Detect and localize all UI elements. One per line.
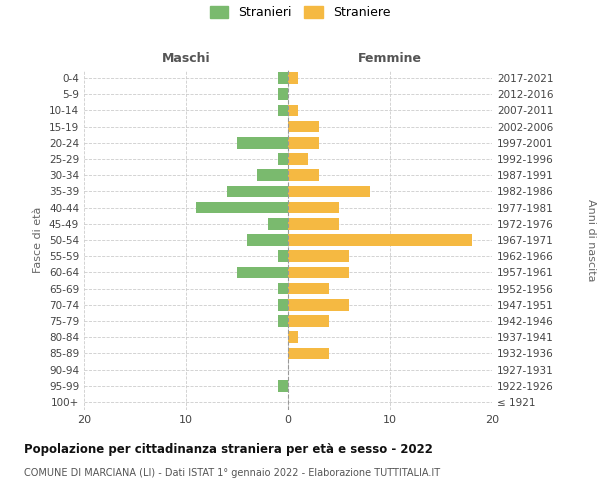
Bar xyxy=(278,282,288,294)
Text: COMUNE DI MARCIANA (LI) - Dati ISTAT 1° gennaio 2022 - Elaborazione TUTTITALIA.I: COMUNE DI MARCIANA (LI) - Dati ISTAT 1° … xyxy=(24,468,440,477)
Bar xyxy=(288,315,329,327)
Bar xyxy=(288,202,339,213)
Bar xyxy=(288,121,319,132)
Bar xyxy=(288,332,298,343)
Bar xyxy=(268,218,288,230)
Bar xyxy=(278,153,288,165)
Bar xyxy=(288,218,339,230)
Y-axis label: Fasce di età: Fasce di età xyxy=(34,207,43,273)
Text: Popolazione per cittadinanza straniera per età e sesso - 2022: Popolazione per cittadinanza straniera p… xyxy=(24,442,433,456)
Text: Femmine: Femmine xyxy=(358,52,422,65)
Bar xyxy=(288,170,319,181)
Bar xyxy=(278,380,288,392)
Bar xyxy=(227,186,288,198)
Bar xyxy=(288,282,329,294)
Bar xyxy=(288,137,319,148)
Bar xyxy=(257,170,288,181)
Bar xyxy=(288,348,329,359)
Bar xyxy=(278,299,288,310)
Bar xyxy=(278,104,288,117)
Bar xyxy=(288,299,349,310)
Bar xyxy=(278,250,288,262)
Bar xyxy=(288,72,298,84)
Bar xyxy=(288,250,349,262)
Bar xyxy=(237,266,288,278)
Bar xyxy=(278,315,288,327)
Bar xyxy=(288,186,370,198)
Bar xyxy=(196,202,288,213)
Text: Maschi: Maschi xyxy=(161,52,211,65)
Bar xyxy=(288,104,298,117)
Bar xyxy=(278,88,288,100)
Bar xyxy=(288,266,349,278)
Bar xyxy=(288,153,308,165)
Legend: Stranieri, Straniere: Stranieri, Straniere xyxy=(209,6,391,19)
Bar xyxy=(288,234,472,246)
Bar xyxy=(237,137,288,148)
Text: Anni di nascita: Anni di nascita xyxy=(586,198,596,281)
Bar xyxy=(247,234,288,246)
Bar xyxy=(278,72,288,84)
